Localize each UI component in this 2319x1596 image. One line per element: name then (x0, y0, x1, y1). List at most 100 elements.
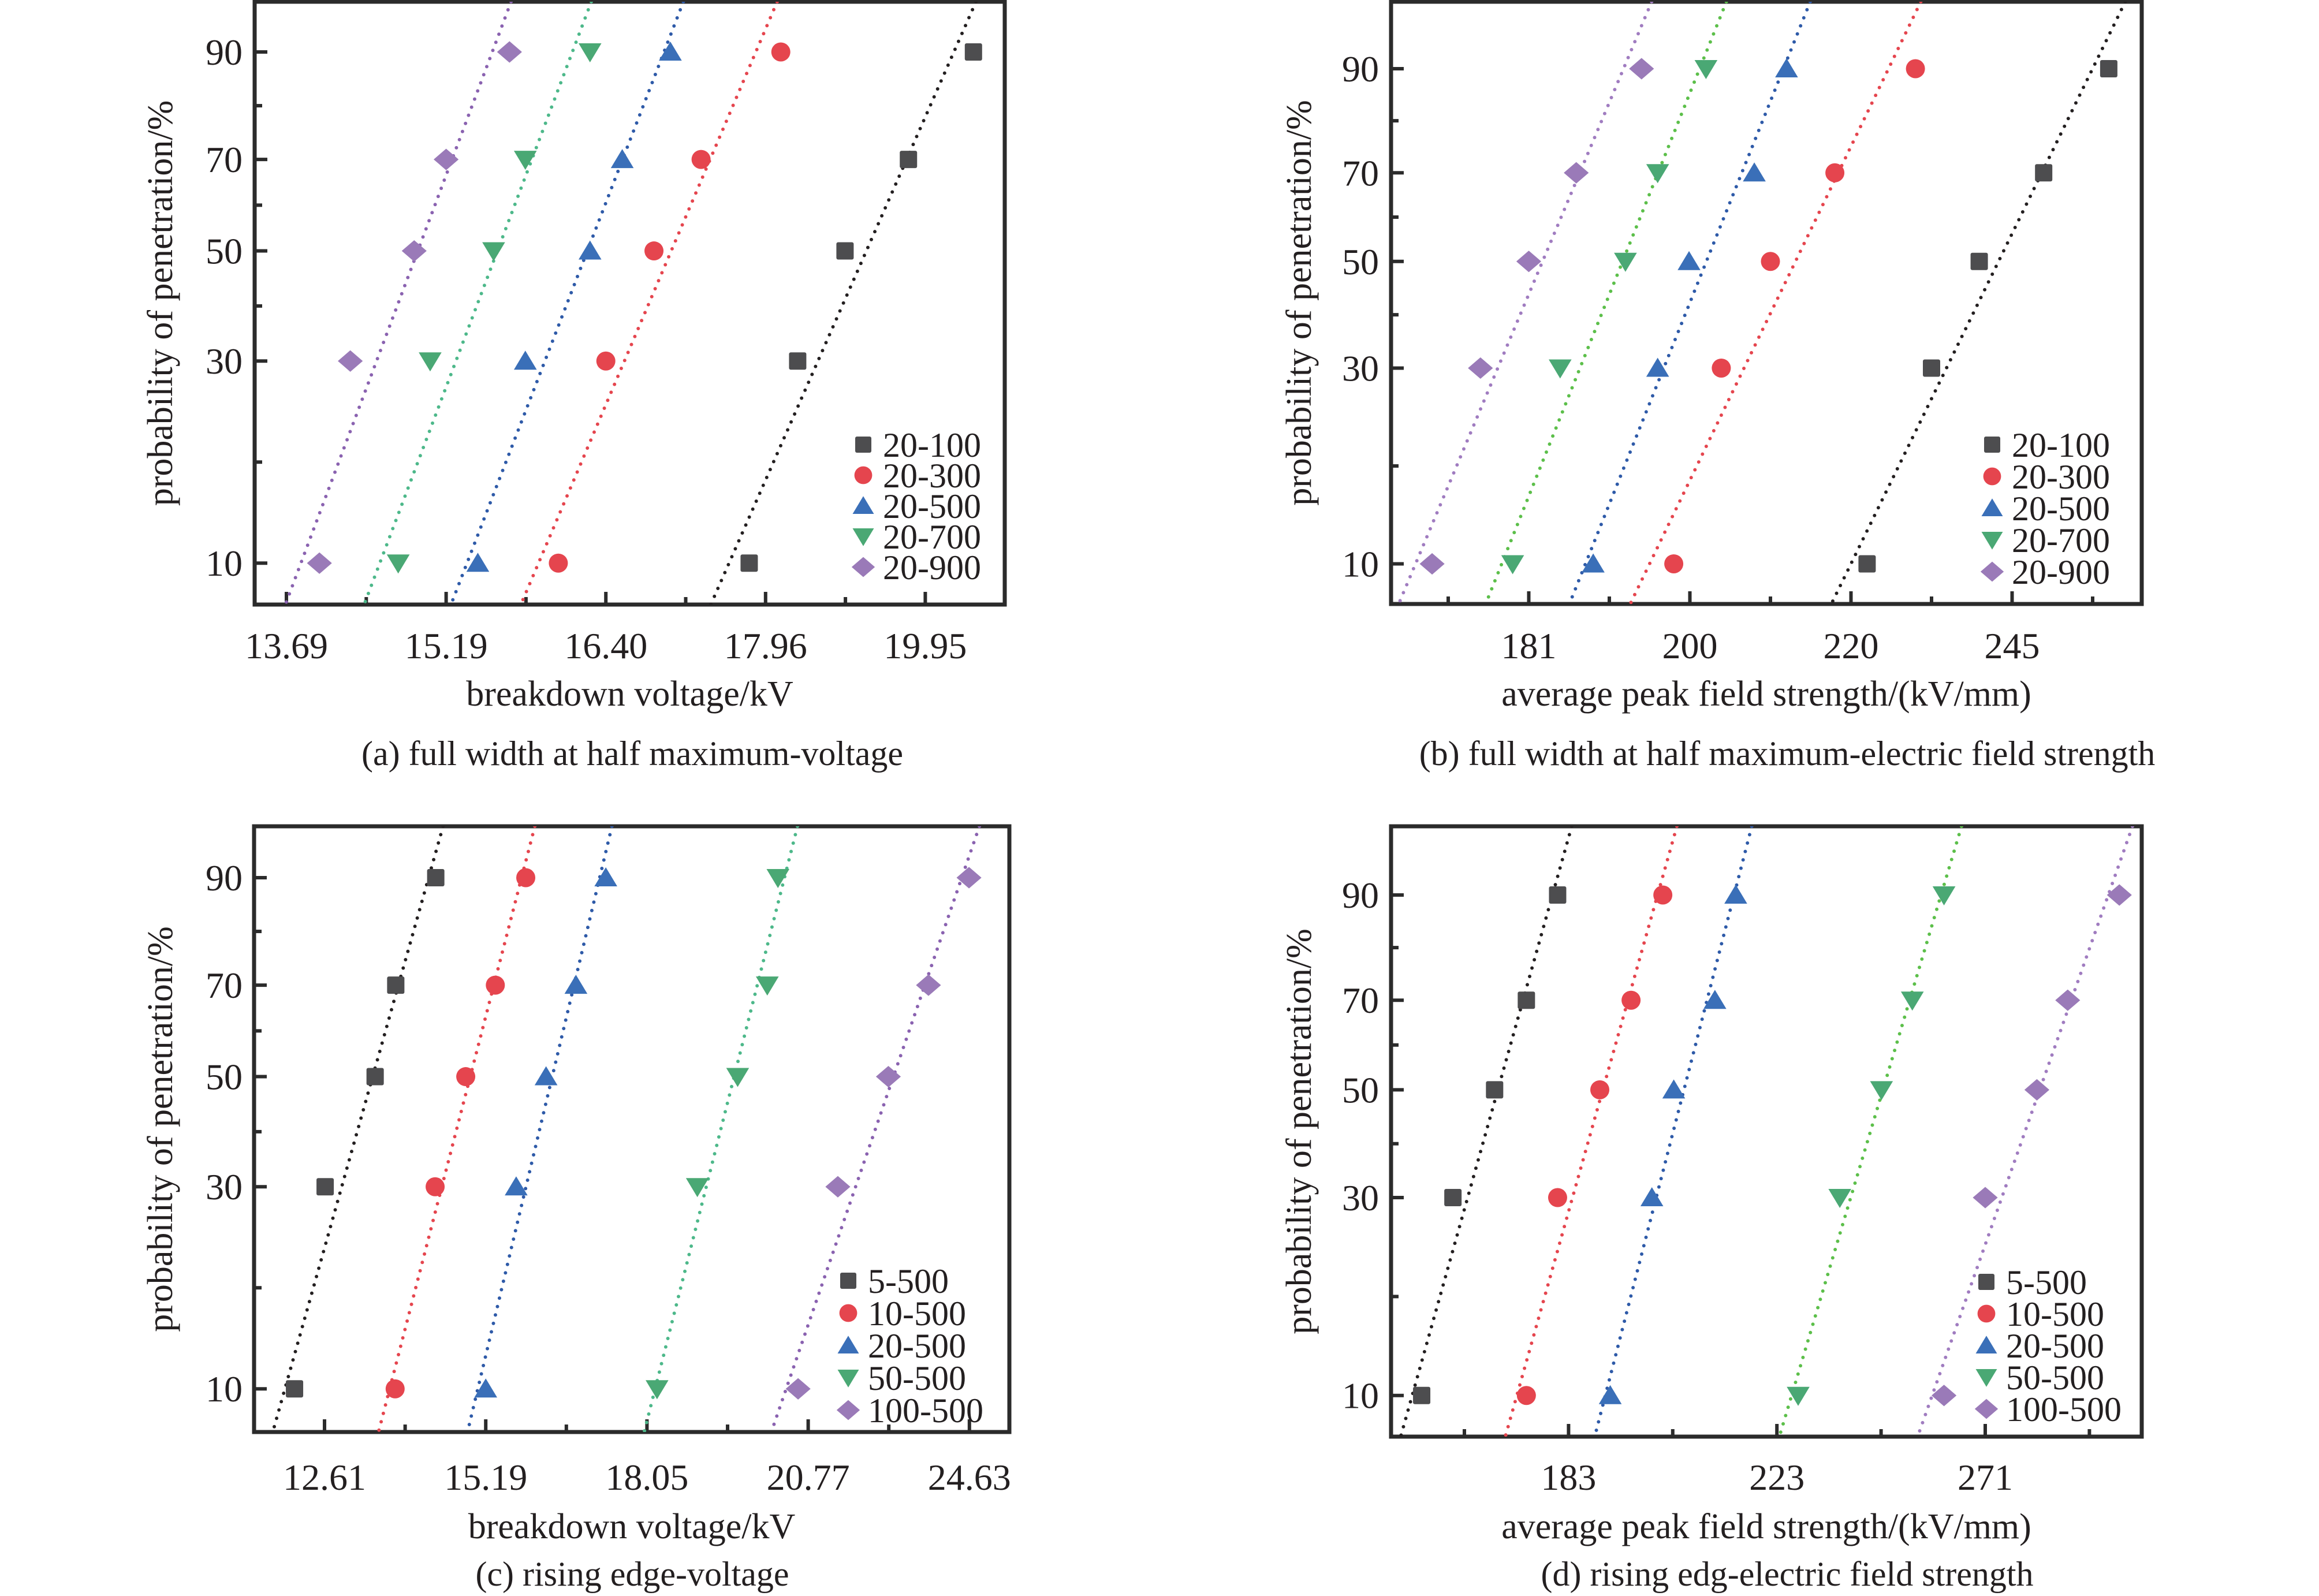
legend-label: 100-500 (2006, 1390, 2122, 1429)
data-point (534, 1066, 558, 1086)
x-tick-label: 271 (1958, 1457, 2013, 1498)
data-point (434, 148, 459, 170)
legend-label: 20-900 (883, 549, 981, 587)
data-point (386, 554, 410, 574)
data-point (1486, 1081, 1504, 1099)
data-point (1640, 1187, 1664, 1207)
legend-marker-icon (839, 1304, 857, 1322)
y-tick-label: 10 (206, 1368, 243, 1409)
legend-label: 10-500 (2006, 1295, 2104, 1333)
plot-area (284, 2, 982, 605)
data-point (1703, 990, 1727, 1009)
legend-label: 50-500 (868, 1359, 966, 1397)
y-axis-title: probability of penetration/% (141, 926, 180, 1332)
legend-item: 20-300 (1983, 458, 2110, 496)
fit-line (1628, 2, 1923, 604)
legend-marker-icon (854, 466, 873, 484)
data-point (1694, 60, 1718, 79)
legend-label: 20-500 (2006, 1327, 2104, 1365)
y-tick-label: 50 (206, 231, 243, 272)
panel-d-rising-edge-field-strength: 10 30 50 70 90 183 223 271 average peak field st… (1280, 824, 2144, 1593)
legend-item: 20-900 (851, 549, 981, 587)
data-point (366, 1068, 384, 1086)
legend-item: 20-500 (837, 1327, 966, 1365)
plot-frame (1389, 0, 2144, 606)
data-point (1743, 162, 1766, 182)
legend-marker-icon (840, 1273, 856, 1289)
data-point (513, 350, 537, 370)
data-point (825, 1176, 851, 1198)
data-point (1761, 252, 1780, 271)
y-axis-title: probability of penetration/% (1280, 928, 1319, 1334)
legend-item: 20-900 (1980, 553, 2110, 591)
plot-frame (1389, 824, 2144, 1439)
x-tick-label: 12.61 (283, 1457, 366, 1498)
data-point (497, 41, 522, 63)
data-point (338, 350, 363, 372)
data-point (482, 242, 505, 262)
data-point (1646, 357, 1669, 377)
data-point (387, 976, 405, 994)
data-point (691, 150, 711, 169)
plot-area (271, 826, 982, 1432)
legend-item: 20-500 (1975, 1327, 2104, 1365)
data-point (2024, 1079, 2050, 1101)
fit-line (519, 2, 779, 605)
fit-line (1567, 2, 1812, 604)
plot-frame (252, 0, 1007, 607)
data-point (1973, 1187, 1998, 1209)
y-tick-label: 10 (1342, 543, 1379, 584)
fit-line (465, 826, 614, 1432)
data-point (385, 1379, 405, 1399)
data-point (740, 554, 758, 572)
data-point (505, 1176, 528, 1196)
legend-marker-icon (1974, 1399, 1999, 1419)
y-tick-label: 10 (206, 543, 243, 584)
panel-b-fwhm-field-strength: 10 30 50 70 90 181 200 220 245 average peak field… (1280, 0, 2155, 773)
fit-line (449, 2, 685, 605)
data-point (766, 869, 790, 888)
legend-label: 20-100 (883, 426, 981, 464)
data-point (875, 1065, 901, 1088)
fit-line (284, 2, 513, 605)
x-tick-label: 220 (1824, 625, 1879, 666)
data-point (401, 240, 427, 262)
panel-caption: (c) rising edge-voltage (475, 1555, 789, 1593)
x-tick-label: 183 (1541, 1457, 1596, 1498)
fit-line (1829, 2, 2127, 604)
y-tick-label: 90 (1342, 49, 1379, 90)
data-point (726, 1068, 750, 1087)
legend-item: 100-500 (836, 1392, 983, 1430)
data-point (513, 151, 537, 170)
legend-item: 5-500 (840, 1262, 949, 1300)
fit-line (642, 826, 800, 1432)
data-point (1548, 1188, 1567, 1207)
y-axis-title: probability of penetration/% (141, 100, 180, 506)
data-point (1923, 359, 1940, 377)
legend-label: 20-700 (883, 518, 981, 556)
data-point (1413, 1386, 1431, 1404)
fit-line (1503, 826, 1679, 1437)
legend-item: 10-500 (839, 1295, 966, 1333)
legend-label: 5-500 (2006, 1263, 2087, 1302)
data-point (2107, 884, 2132, 906)
data-point (1590, 1080, 1610, 1099)
legend-label: 5-500 (868, 1262, 949, 1300)
legend-label: 20-900 (2012, 553, 2110, 591)
data-point (659, 42, 682, 61)
legend-item: 20-100 (1984, 426, 2110, 464)
data-point (307, 552, 332, 574)
legend-label: 50-500 (2006, 1359, 2104, 1397)
data-point (1516, 251, 1542, 273)
y-tick-label: 70 (1342, 980, 1379, 1021)
legend-label: 20-500 (883, 487, 981, 525)
legend-item: 20-700 (1981, 521, 2110, 560)
legend-marker-icon (837, 1336, 859, 1353)
legend-marker-icon (851, 557, 875, 577)
data-point (2100, 60, 2117, 77)
data-point (964, 43, 982, 61)
data-point (426, 1177, 445, 1196)
data-point (427, 869, 445, 886)
y-tick-label: 10 (1342, 1375, 1379, 1416)
data-point (1906, 59, 1925, 79)
